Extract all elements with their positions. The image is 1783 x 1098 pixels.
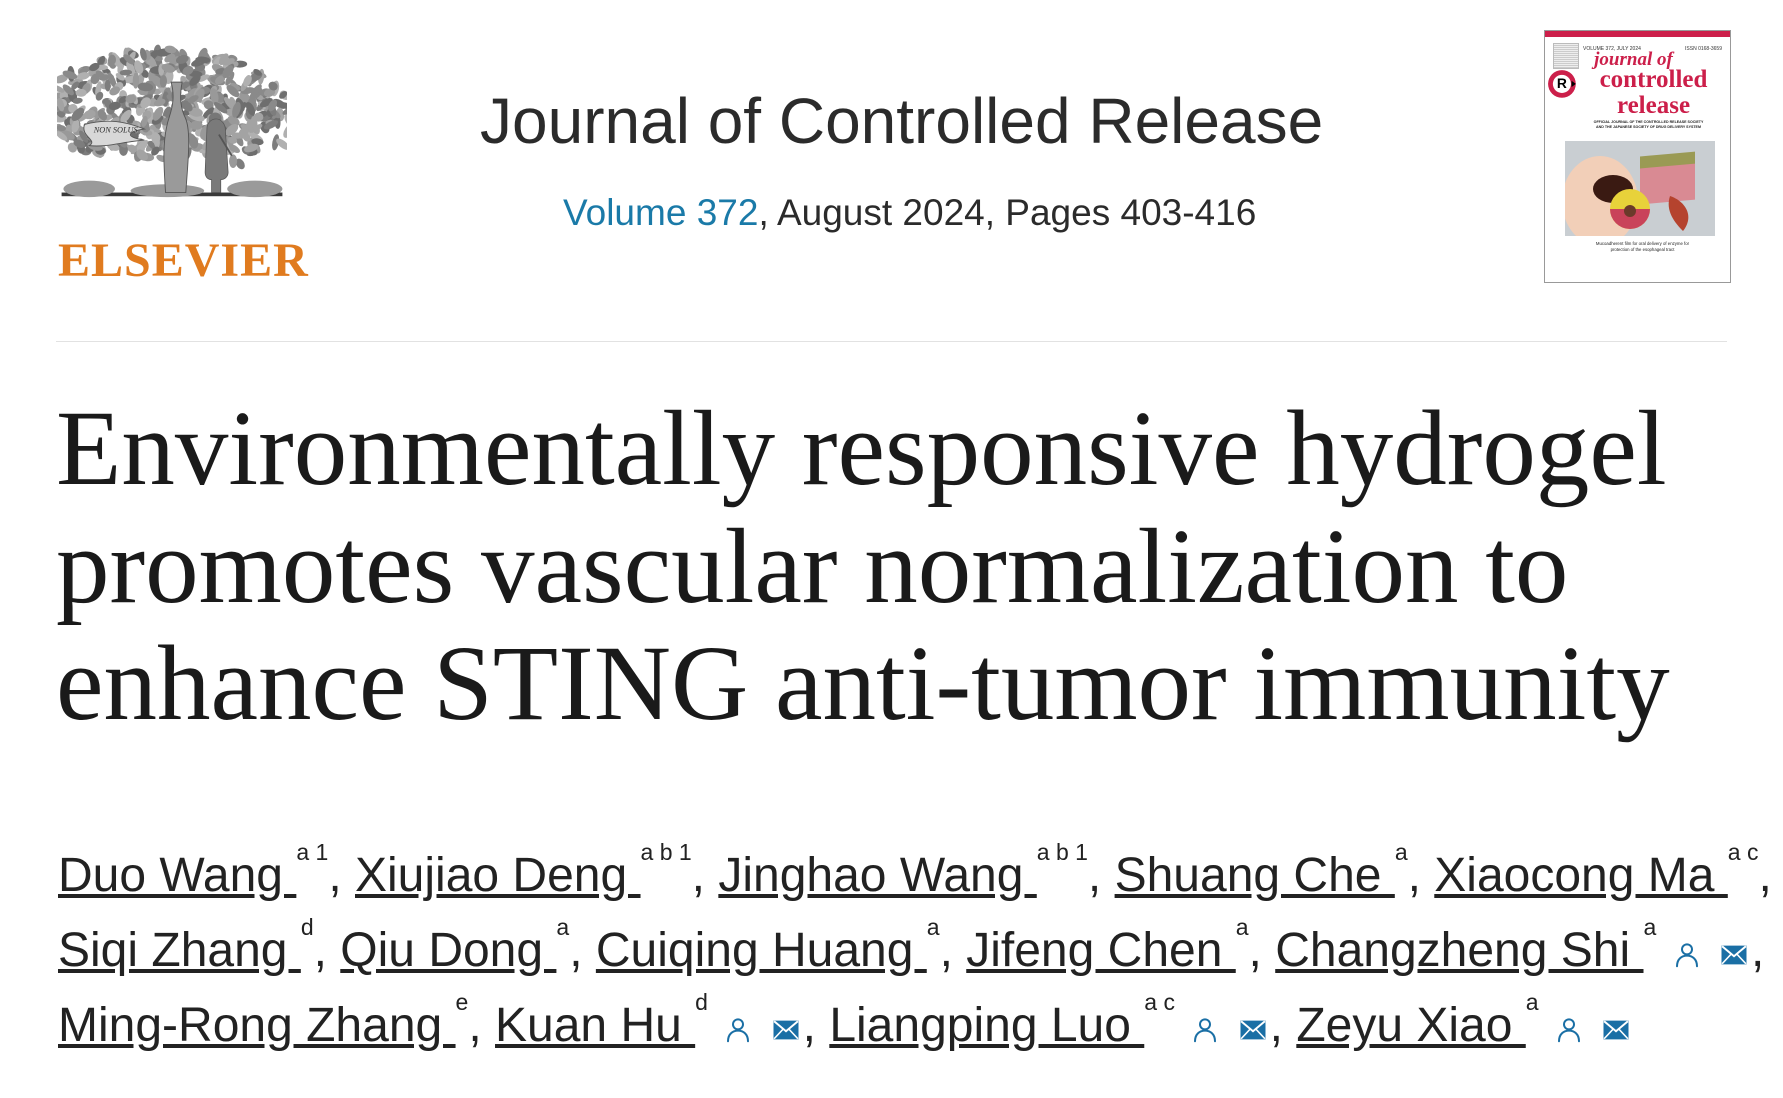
svg-text:R: R — [1557, 75, 1567, 91]
svg-text:NON SOLUS: NON SOLUS — [93, 126, 138, 135]
